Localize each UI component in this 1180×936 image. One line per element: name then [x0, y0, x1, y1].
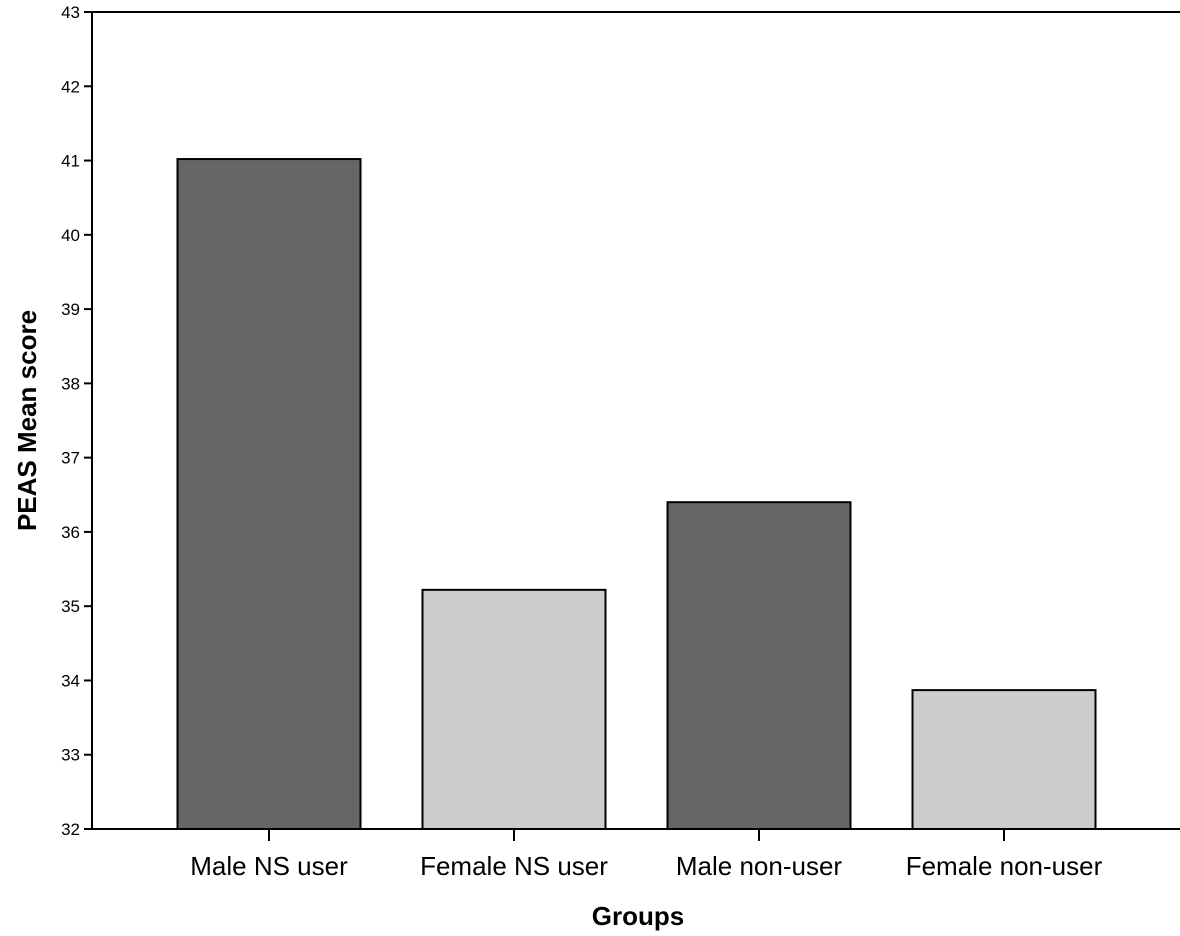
- bar-female-non-user: [911, 689, 1097, 830]
- bar-female-ns-user: [421, 588, 607, 830]
- x-tick-label: Female NS user: [420, 851, 608, 881]
- x-tick-label: Male non-user: [676, 851, 843, 881]
- y-tick-label: 43: [61, 3, 80, 22]
- y-tick-label: 40: [61, 226, 80, 245]
- bars-group: [176, 158, 1097, 830]
- x-tick-label: Female non-user: [906, 851, 1103, 881]
- y-tick-label: 35: [61, 597, 80, 616]
- bar-male-ns-user: [176, 158, 362, 830]
- y-tick-label: 32: [61, 820, 80, 839]
- y-tick-label: 33: [61, 746, 80, 765]
- bar-male-non-user: [666, 501, 852, 830]
- y-tick-label: 34: [61, 671, 80, 690]
- x-ticks-group: Male NS user Female NS user Male non-user F…: [190, 829, 1103, 881]
- y-tick-label: 42: [61, 77, 80, 96]
- x-axis-title: Groups: [592, 901, 684, 931]
- y-tick-label: 41: [61, 152, 80, 171]
- y-ticks-group: 32 33 34 35 36 37 38 39 40 41 42 43: [61, 3, 92, 839]
- x-tick-label: Male NS user: [190, 851, 348, 881]
- y-tick-label: 36: [61, 523, 80, 542]
- axes-group: [91, 11, 1180, 830]
- y-tick-label: 37: [61, 449, 80, 468]
- y-tick-label: 39: [61, 300, 80, 319]
- y-tick-label: 38: [61, 374, 80, 393]
- y-axis-title: PEAS Mean score: [12, 310, 42, 531]
